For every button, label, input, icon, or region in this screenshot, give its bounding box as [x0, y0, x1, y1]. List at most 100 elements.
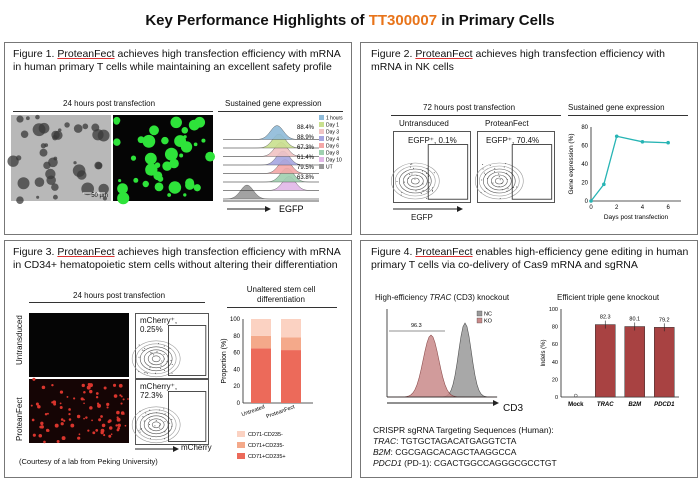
density-contour	[494, 177, 504, 185]
event-dot	[143, 372, 145, 374]
event-dot	[142, 416, 144, 418]
legend-swatch	[237, 442, 245, 448]
figure-3-panel: Figure 3. ProteanFect achieves high tran…	[4, 240, 352, 478]
gfp-cell	[174, 135, 187, 148]
bar	[654, 327, 675, 398]
bar	[624, 326, 645, 398]
legend-label: Day 10	[326, 158, 342, 164]
event-dot	[415, 190, 417, 192]
event-dot	[489, 165, 491, 167]
mcherry-cell	[83, 417, 85, 420]
density-contour	[490, 174, 508, 188]
cell-cluster	[39, 148, 48, 157]
cell-cluster	[76, 170, 87, 180]
event-dot	[138, 344, 140, 346]
mcherry-cell	[44, 412, 48, 416]
plot2-title: ProteanFect	[485, 119, 529, 128]
mcherry-cell	[116, 417, 121, 422]
y-tick-label: 100	[230, 317, 241, 323]
legend-label: CD71-CD235-	[248, 432, 283, 438]
event-dot	[138, 430, 140, 432]
event-dot	[503, 166, 505, 168]
mcherry-cell	[77, 436, 81, 440]
y-tick-label: 60	[581, 144, 588, 150]
event-dot	[149, 367, 151, 369]
mcherry-cell	[98, 418, 102, 422]
event-dot	[421, 170, 423, 172]
event-dot	[149, 419, 151, 421]
stacked-bar-segment	[281, 350, 301, 403]
mcherry-cell	[92, 431, 96, 435]
gfp-cell	[164, 147, 178, 161]
density-contour	[482, 168, 516, 194]
sgrna-trac: TRAC: TGTGCTAGACATGAGGTCTA	[373, 436, 517, 446]
mcherry-cell	[103, 434, 106, 437]
event-dot	[510, 177, 512, 179]
legend-label: Day 6	[326, 144, 339, 150]
legend-label: NC	[484, 312, 492, 318]
percent-label: 79.5%	[297, 165, 315, 171]
page-title: Key Performance Highlights of TT300007 i…	[0, 12, 700, 29]
figure-3-caption: Figure 3. ProteanFect achieves high tran…	[13, 246, 341, 271]
legend-swatch	[319, 136, 324, 141]
y-tick-label: 20	[233, 384, 240, 390]
fig1-right-header: Sustained gene expression	[225, 99, 322, 108]
ridge-histogram-plot: 88.4%88.9%67.3%61.4%79.5%63.8%1 hoursDay…	[222, 115, 343, 214]
gate-label: EGFP⁺, 70.4%	[486, 136, 540, 145]
event-dot	[422, 183, 424, 185]
mcherry-cell	[52, 400, 57, 404]
x-tick-label: Mock	[568, 402, 584, 408]
event-dot	[150, 428, 152, 430]
mcherry-image-proteanfect	[29, 377, 129, 444]
event-dot	[433, 172, 435, 174]
event-dot	[171, 372, 173, 374]
gate-label: mCherry⁺, 0.25%	[140, 316, 178, 334]
mcherry-cell	[110, 433, 113, 436]
legend-label: CD71+CD235+	[248, 454, 286, 460]
event-dot	[158, 409, 160, 411]
mcherry-cell	[54, 423, 59, 428]
legend-label: UT	[326, 165, 333, 171]
cell-cluster	[38, 122, 50, 134]
stacked-bar-segment	[251, 348, 271, 403]
x-axis-label: EGFP	[279, 204, 304, 214]
y-tick-label: 20	[581, 181, 588, 187]
data-point	[589, 199, 593, 203]
cell-cluster	[51, 183, 59, 191]
percent-label: 88.4%	[297, 125, 315, 131]
density-contour	[486, 171, 512, 191]
event-dot	[139, 428, 141, 430]
ko-histogram	[387, 334, 497, 398]
divider	[568, 115, 688, 116]
event-dot	[163, 353, 165, 355]
bar-value-label: 80.1	[629, 317, 640, 323]
y-tick-label: 80	[233, 334, 240, 340]
expression-line-chart: 0 20 40 60 80 0 2 4 6 Days post transfection Gene …	[568, 125, 681, 221]
event-dot	[139, 431, 141, 433]
figure-4-caption: Figure 4. ProteanFect enables high-effic…	[371, 246, 689, 271]
ridge-curve	[223, 167, 320, 183]
mcherry-cell	[70, 423, 75, 428]
density-contour	[135, 409, 177, 441]
event-dot	[411, 163, 413, 165]
arrow-head	[493, 400, 499, 406]
cell-cluster	[52, 135, 58, 141]
event-dot	[422, 173, 424, 175]
mcherry-cell	[87, 429, 90, 432]
fig3-left-header: 24 hours post transfection	[73, 291, 166, 300]
event-dot	[401, 192, 403, 194]
gfp-cell	[118, 179, 122, 183]
courtesy-note: (Courtesy of a lab from Peking Universit…	[19, 457, 158, 466]
figure-1-caption: Figure 1. ProteanFect achieves high tran…	[13, 48, 341, 73]
sgrna-pdcd1: PDCD1 (PD-1): CGACTGGCCAGGGCGCCTGT	[373, 458, 557, 468]
x-tick-label: ProteanFect	[265, 404, 296, 420]
y-axis-label: Proportion (%)	[221, 338, 228, 383]
event-dot	[171, 418, 173, 420]
event-dot	[494, 171, 496, 173]
gfp-cell	[193, 184, 201, 192]
event-dot	[150, 352, 152, 354]
mcherry-cell	[127, 398, 129, 400]
legend-label: 1 hours	[326, 116, 343, 122]
cell-cluster	[40, 143, 46, 149]
gfp-cell	[154, 182, 164, 192]
